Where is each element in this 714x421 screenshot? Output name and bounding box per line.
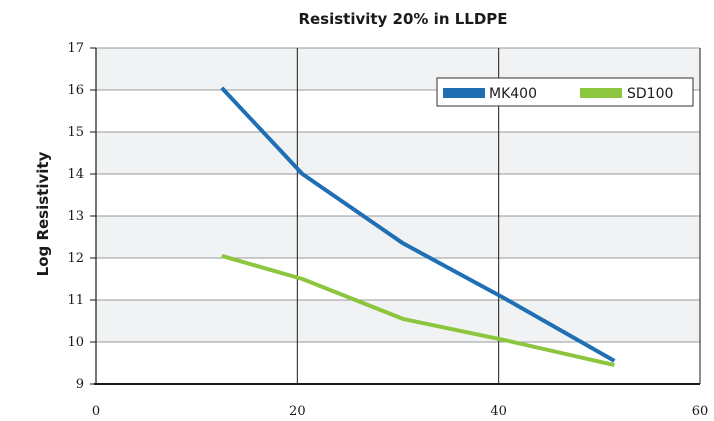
plot-series <box>220 86 616 368</box>
x-tick-label: 0 <box>92 404 100 419</box>
y-axis-label: Log Resistivity <box>34 151 52 276</box>
chart-title: Resistivity 20% in LLDPE <box>298 10 507 28</box>
plot-band <box>96 300 700 342</box>
plot-band <box>96 174 700 216</box>
legend-swatch-mk400 <box>443 88 485 98</box>
y-tick-label: 15 <box>67 125 84 140</box>
y-tick-label: 9 <box>76 377 84 392</box>
y-tick-label: 17 <box>67 41 84 56</box>
legend-label-sd100: SD100 <box>627 86 673 102</box>
plot-band <box>96 216 700 258</box>
x-tick-label: 20 <box>289 404 306 419</box>
y-tick-label: 13 <box>67 209 84 224</box>
x-tick-label: 40 <box>490 404 507 419</box>
plot-band <box>96 132 700 174</box>
y-tick-label: 16 <box>67 83 84 98</box>
x-tick-label: 60 <box>692 404 709 419</box>
y-tick-label: 11 <box>67 293 84 308</box>
legend-swatch-sd100 <box>580 88 622 98</box>
x-tick-labels: 0 20 40 60 <box>92 404 708 419</box>
plot-gridlines <box>96 47 701 384</box>
series-line-mk400 <box>220 86 616 363</box>
y-tick-label: 12 <box>67 251 84 266</box>
y-tick-labels: 9 10 11 12 13 14 15 16 17 <box>67 41 84 392</box>
legend: MK400 SD100 <box>436 77 694 107</box>
plot-axes <box>90 47 700 385</box>
plot-band <box>96 258 700 300</box>
y-tick-label: 14 <box>67 167 84 182</box>
y-tick-label: 10 <box>67 335 84 350</box>
plot-background-bands <box>96 48 700 384</box>
series-line-sd100 <box>221 253 615 368</box>
legend-label-mk400: MK400 <box>489 86 537 102</box>
